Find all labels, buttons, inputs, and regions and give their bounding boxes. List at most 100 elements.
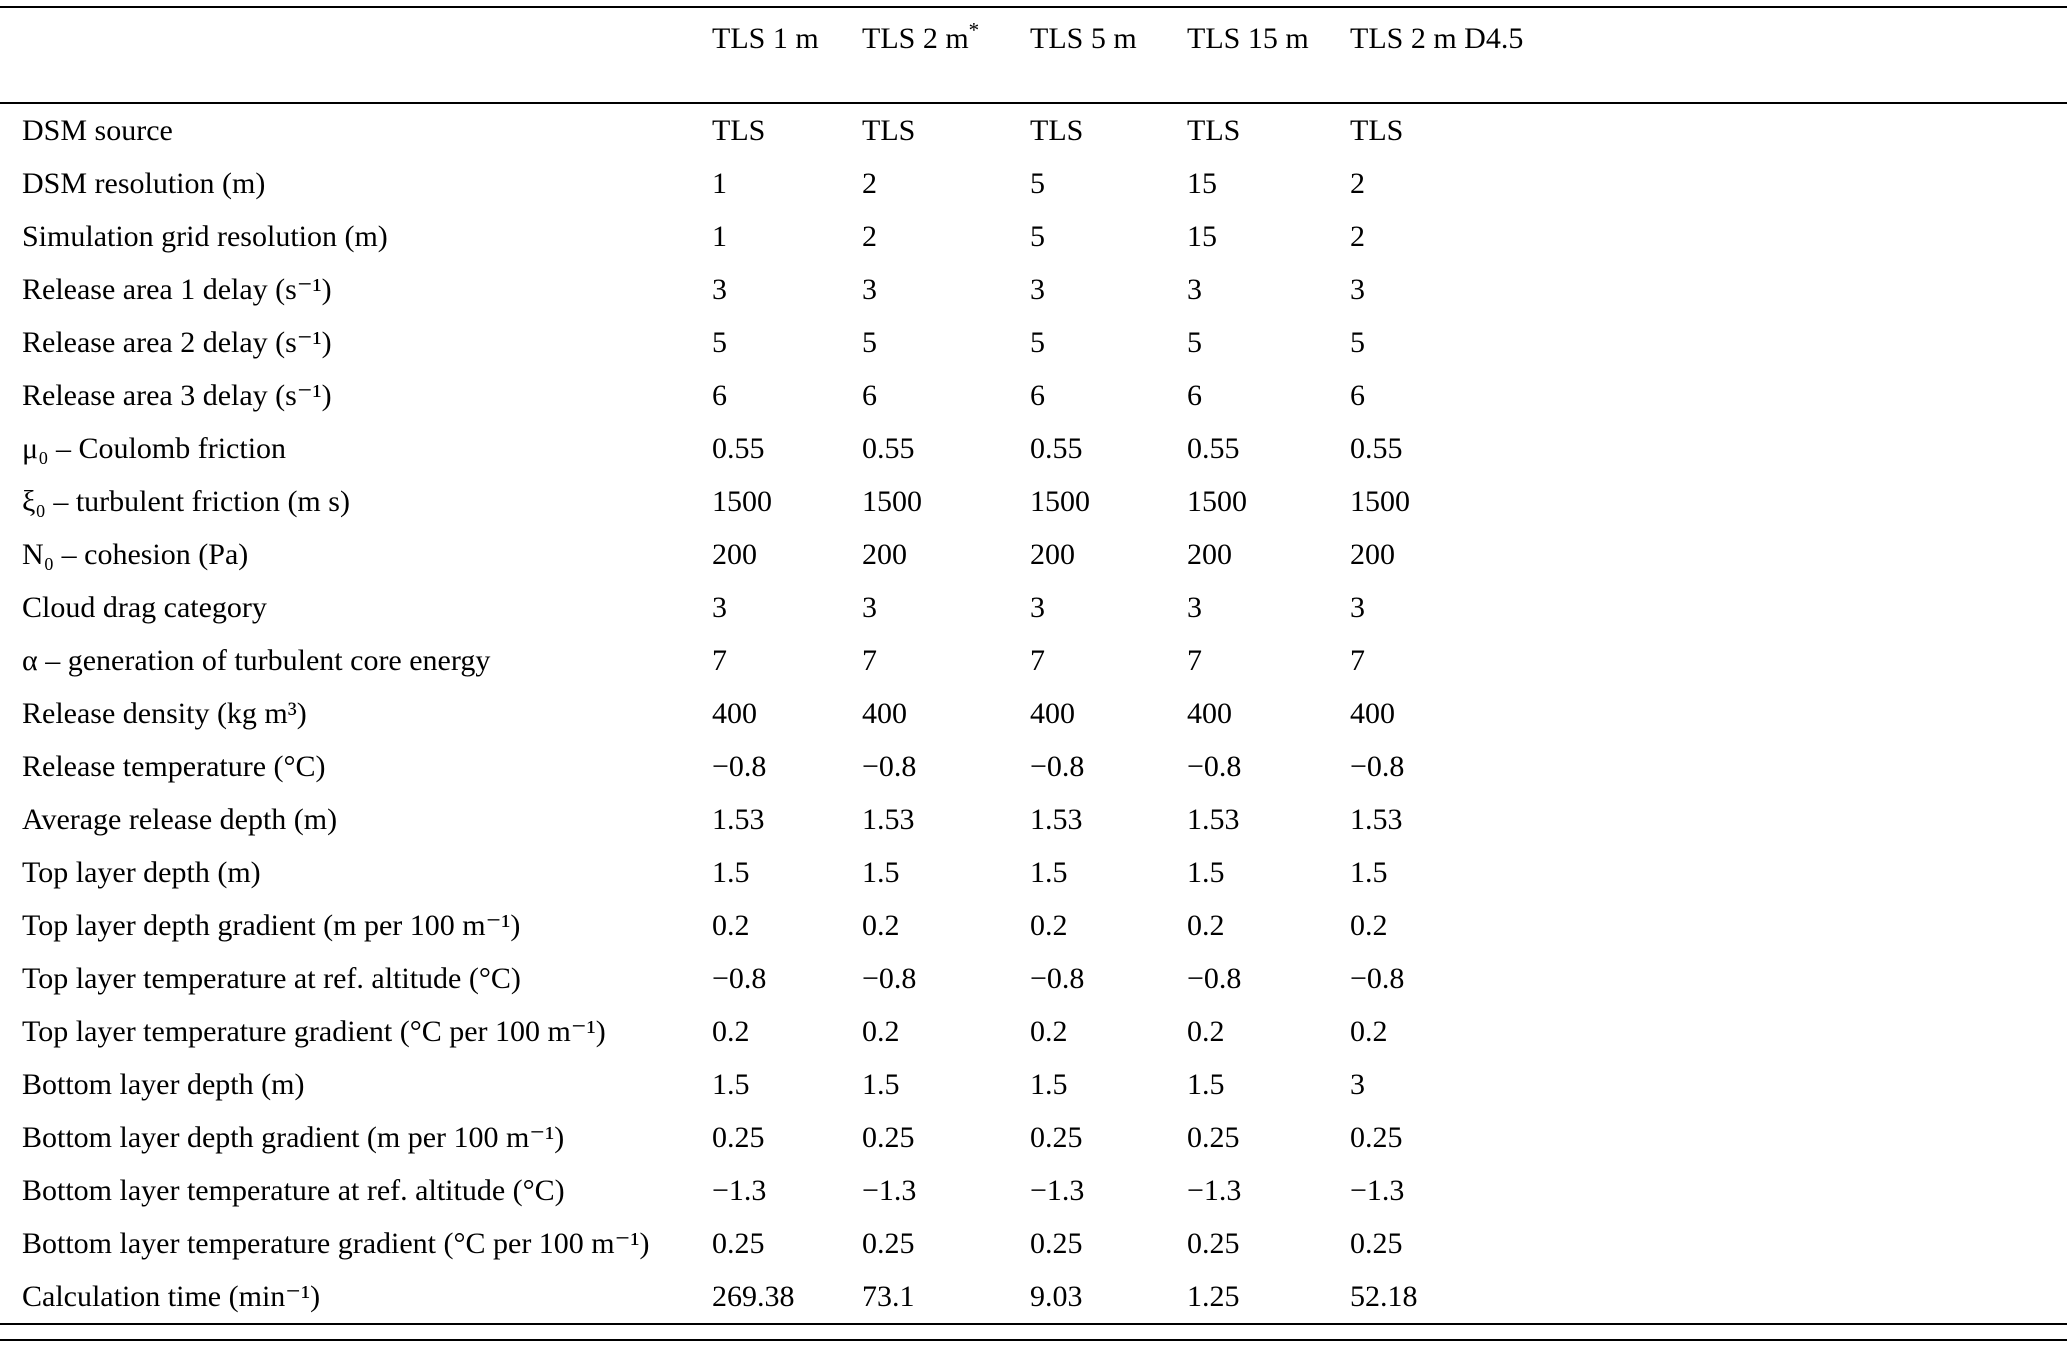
table-row: Bottom layer temperature gradient (°C pe… bbox=[0, 1217, 2067, 1270]
cell-value: 3 bbox=[1350, 1067, 1365, 1101]
table-row: Bottom layer temperature at ref. altitud… bbox=[0, 1164, 2067, 1217]
cell-value: 2 bbox=[1350, 166, 1365, 200]
cell-value: 0.2 bbox=[712, 908, 750, 942]
cell-value: 3 bbox=[862, 590, 877, 624]
cell-value: −0.8 bbox=[1187, 749, 1242, 783]
row-label: Release density (kg m³) bbox=[22, 696, 307, 730]
cell-value: −0.8 bbox=[1030, 961, 1085, 995]
row-label: Bottom layer temperature gradient (°C pe… bbox=[22, 1226, 650, 1260]
cell-value: 3 bbox=[862, 272, 877, 306]
cell-value: 0.25 bbox=[1030, 1120, 1083, 1154]
cell-value: 1500 bbox=[1030, 484, 1090, 518]
cell-value: 0.55 bbox=[1350, 431, 1403, 465]
cell-value: 1.5 bbox=[862, 1067, 900, 1101]
cell-value: 1500 bbox=[1187, 484, 1247, 518]
cell-value: 52.18 bbox=[1350, 1279, 1418, 1313]
cell-value: 6 bbox=[1350, 378, 1365, 412]
row-label: Top layer temperature at ref. altitude (… bbox=[22, 961, 521, 995]
table-row: α – generation of turbulent core energy 7… bbox=[0, 634, 2067, 687]
cell-value: 2 bbox=[862, 219, 877, 253]
param-column-header bbox=[0, 7, 712, 104]
cell-value: 200 bbox=[1350, 537, 1395, 571]
cell-value: 5 bbox=[1030, 219, 1045, 253]
cell-value: 0.2 bbox=[1187, 1014, 1225, 1048]
cell-value: −0.8 bbox=[862, 961, 917, 995]
row-label: Top layer depth (m) bbox=[22, 855, 261, 889]
cell-value: 5 bbox=[1030, 325, 1045, 359]
column-header: TLS 2 m D4.5 bbox=[1350, 7, 2067, 104]
cell-value: 3 bbox=[1030, 590, 1045, 624]
cell-value: 6 bbox=[862, 378, 877, 412]
table-body: DSM source TLS TLS TLS TLS TLS DSM resolution … bbox=[0, 103, 2067, 1324]
cell-value: 7 bbox=[862, 643, 877, 677]
cell-value: 1500 bbox=[862, 484, 922, 518]
row-label: Average release depth (m) bbox=[22, 802, 338, 836]
cell-value: 1.5 bbox=[1030, 1067, 1068, 1101]
cell-value: 0.25 bbox=[1350, 1120, 1403, 1154]
row-label: ξ₀ – turbulent friction (m s) bbox=[22, 484, 350, 518]
cell-value: −0.8 bbox=[1187, 961, 1242, 995]
cell-value: −0.8 bbox=[1350, 749, 1405, 783]
cell-value: 3 bbox=[1350, 590, 1365, 624]
cell-value: 0.2 bbox=[1187, 908, 1225, 942]
cell-value: 1.5 bbox=[712, 855, 750, 889]
cell-value: −1.3 bbox=[712, 1173, 767, 1207]
cell-value: 3 bbox=[1187, 272, 1202, 306]
cell-value: 15 bbox=[1187, 219, 1217, 253]
cell-value: 3 bbox=[712, 590, 727, 624]
row-label: Calculation time (min⁻¹) bbox=[22, 1279, 321, 1313]
cell-value: 1 bbox=[712, 219, 727, 253]
cell-value: 1.53 bbox=[1030, 802, 1083, 836]
cell-value: 6 bbox=[712, 378, 727, 412]
cell-value: 0.2 bbox=[862, 1014, 900, 1048]
cell-value: TLS bbox=[1030, 113, 1084, 147]
cell-value: 7 bbox=[1350, 643, 1365, 677]
row-label: Bottom layer depth gradient (m per 100 m… bbox=[22, 1120, 565, 1154]
table-row: Top layer temperature gradient (°C per 1… bbox=[0, 1005, 2067, 1058]
cell-value: −1.3 bbox=[862, 1173, 917, 1207]
cell-value: 1 bbox=[712, 166, 727, 200]
table-row: Top layer depth gradient (m per 100 m⁻¹)… bbox=[0, 899, 2067, 952]
table-row: Cloud drag category 3 3 3 3 3 bbox=[0, 581, 2067, 634]
table-row: Top layer temperature at ref. altitude (… bbox=[0, 952, 2067, 1005]
row-label: Release area 3 delay (s⁻¹) bbox=[22, 378, 332, 412]
cell-value: 73.1 bbox=[862, 1279, 915, 1313]
column-header: TLS 2 m* bbox=[862, 7, 1030, 104]
cell-value: 2 bbox=[1350, 219, 1365, 253]
cell-value: 0.25 bbox=[862, 1226, 915, 1260]
cell-value: 0.25 bbox=[862, 1120, 915, 1154]
cell-value: 0.2 bbox=[1030, 908, 1068, 942]
cell-value: 1.53 bbox=[712, 802, 765, 836]
cell-value: TLS bbox=[712, 113, 766, 147]
cell-value: 200 bbox=[862, 537, 907, 571]
table-row: Simulation grid resolution (m) 1 2 5 15 2 bbox=[0, 210, 2067, 263]
cell-value: 0.2 bbox=[1030, 1014, 1068, 1048]
table-row: Release density (kg m³) 400 400 400 400 400 bbox=[0, 687, 2067, 740]
cell-value: 200 bbox=[712, 537, 757, 571]
table-row: DSM resolution (m) 1 2 5 15 2 bbox=[0, 157, 2067, 210]
table-row: Release area 3 delay (s⁻¹) 6 6 6 6 6 bbox=[0, 369, 2067, 422]
cell-value: 400 bbox=[862, 696, 907, 730]
cell-value: 0.55 bbox=[862, 431, 915, 465]
table-row: ξ₀ – turbulent friction (m s) 1500 1500 150… bbox=[0, 475, 2067, 528]
table-row: DSM source TLS TLS TLS TLS TLS bbox=[0, 103, 2067, 157]
cell-value: 200 bbox=[1030, 537, 1075, 571]
cell-value: 0.55 bbox=[1187, 431, 1240, 465]
row-label: Bottom layer temperature at ref. altitud… bbox=[22, 1173, 565, 1207]
cell-value: 1500 bbox=[1350, 484, 1410, 518]
cell-value: 1.5 bbox=[1350, 855, 1388, 889]
cell-value: 1.5 bbox=[1187, 1067, 1225, 1101]
cell-value: 3 bbox=[712, 272, 727, 306]
cell-value: 0.2 bbox=[1350, 1014, 1388, 1048]
cell-value: 0.25 bbox=[1350, 1226, 1403, 1260]
cell-value: 7 bbox=[1187, 643, 1202, 677]
cell-value: 5 bbox=[1187, 325, 1202, 359]
cell-value: 1.5 bbox=[862, 855, 900, 889]
cell-value: 3 bbox=[1030, 272, 1045, 306]
cell-value: −0.8 bbox=[862, 749, 917, 783]
cell-value: 1.53 bbox=[862, 802, 915, 836]
row-label: Bottom layer depth (m) bbox=[22, 1067, 305, 1101]
cell-value: −0.8 bbox=[712, 749, 767, 783]
row-label: Top layer temperature gradient (°C per 1… bbox=[22, 1014, 606, 1048]
